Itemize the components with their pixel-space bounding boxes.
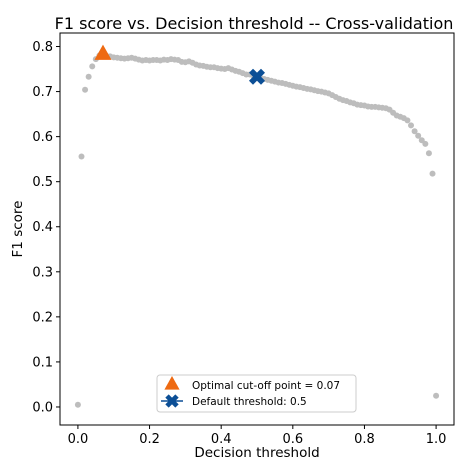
y-axis: 0.0 0.1 0.2 0.3 0.4 0.5 0.6 0.7 0.8 <box>32 40 60 415</box>
legend-label: Optimal cut-off point = 0.07 <box>192 380 340 392</box>
data-point <box>411 128 418 135</box>
x-tick-label: 0.4 <box>211 432 232 447</box>
legend-box <box>156 374 357 413</box>
x-tick-label: 1.0 <box>426 432 447 447</box>
x-tick-label: 0.8 <box>354 432 375 447</box>
legend-label: Default threshold: 0.5 <box>192 396 307 408</box>
y-tick-label: 0.8 <box>32 40 53 55</box>
data-points <box>74 51 440 408</box>
y-tick-label: 0.4 <box>32 220 53 235</box>
legend: Optimal cut-off point = 0.07 Default thre… <box>156 374 357 413</box>
y-tick-label: 0.0 <box>32 400 53 415</box>
data-point <box>422 140 429 147</box>
x-tick-label: 0.2 <box>139 432 160 447</box>
x-tick-label: 0.6 <box>282 432 303 447</box>
data-point <box>408 122 415 129</box>
x-tick-label: 0.0 <box>68 432 89 447</box>
data-point <box>433 392 440 399</box>
optimal-cutoff-marker <box>94 44 112 60</box>
x-axis-label: Decision threshold <box>194 445 319 461</box>
default-threshold-marker <box>248 68 266 85</box>
data-point <box>425 150 432 157</box>
data-point <box>78 153 85 160</box>
x-axis: 0.0 0.2 0.4 0.6 0.8 1.0 <box>68 425 447 447</box>
y-tick-label: 0.6 <box>32 130 53 145</box>
data-point <box>429 170 436 177</box>
highlight-markers <box>94 44 266 85</box>
y-axis-label: F1 score <box>10 201 26 258</box>
y-tick-label: 0.5 <box>32 175 53 190</box>
y-tick-label: 0.7 <box>32 85 53 100</box>
y-tick-label: 0.1 <box>32 355 53 370</box>
legend-x-icon <box>161 394 183 408</box>
y-tick-label: 0.2 <box>32 310 53 325</box>
legend-triangle-icon <box>164 376 180 390</box>
plot-frame <box>59 32 455 426</box>
data-point <box>89 63 96 70</box>
chart-title: F1 score vs. Decision threshold -- Cross… <box>55 14 454 33</box>
data-point <box>415 132 422 139</box>
data-point <box>404 117 411 124</box>
y-tick-label: 0.3 <box>32 265 53 280</box>
data-point <box>74 401 81 408</box>
data-point <box>85 73 92 80</box>
data-point <box>82 86 89 93</box>
